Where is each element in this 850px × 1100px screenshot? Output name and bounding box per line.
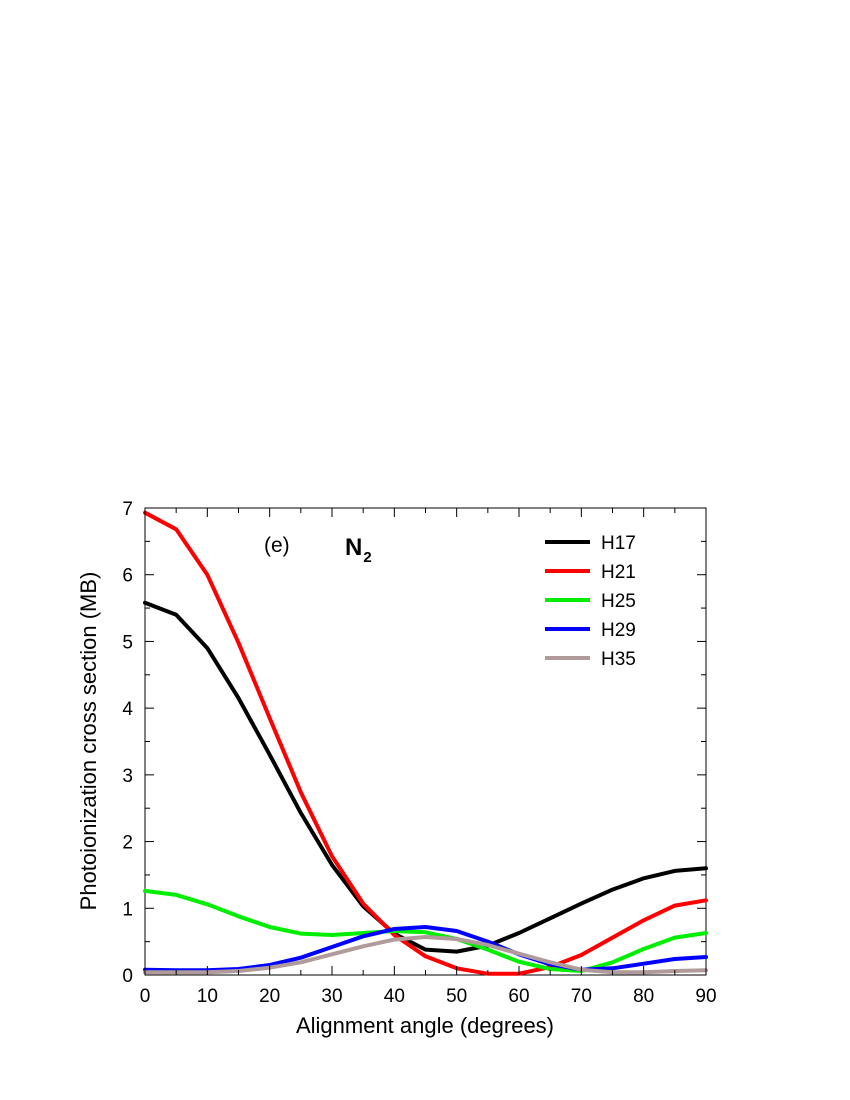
y-tick-label: 0 (122, 966, 133, 987)
x-tick-label: 70 (571, 986, 592, 1007)
legend-label-h17: H17 (601, 533, 636, 554)
x-tick-label: 60 (508, 986, 529, 1007)
legend-label-h21: H21 (601, 562, 636, 583)
panel-label: (e) (264, 534, 290, 557)
legend-label-h25: H25 (601, 591, 636, 612)
molecule-main: N (345, 534, 362, 561)
molecule-label: N2 (345, 534, 372, 566)
legend: H17 H21 H25 H29 H35 (545, 533, 636, 670)
x-tick-label: 80 (633, 986, 654, 1007)
y-tick-label: 3 (122, 766, 133, 787)
y-tick-label: 1 (122, 899, 133, 920)
axis-ticks (144, 507, 707, 976)
series-line-h17 (143, 600, 708, 954)
legend-label-h35: H35 (601, 649, 636, 670)
y-axis-title: Photoionization cross section (MB) (76, 572, 101, 911)
y-tick-label: 4 (122, 699, 133, 720)
y-tick-label: 7 (122, 499, 133, 520)
x-axis-title: Alignment angle (degrees) (296, 1013, 554, 1038)
series-line-h25 (143, 888, 708, 973)
x-tick-label: 30 (321, 986, 342, 1007)
legend-label-h29: H29 (601, 620, 636, 641)
x-tick-label: 40 (384, 986, 405, 1007)
x-tick-label: 50 (446, 986, 467, 1007)
molecule-subscript: 2 (363, 549, 371, 566)
y-tick-label: 5 (122, 632, 133, 653)
x-tick-label: 90 (695, 986, 716, 1007)
y-tick-label: 2 (122, 833, 133, 854)
x-tick-label: 10 (197, 986, 218, 1007)
series-line-h21 (143, 510, 708, 976)
tick-labels: 0 10 20 30 40 50 60 70 80 90 0 1 2 3 4 5 6 7 (122, 499, 716, 1007)
x-tick-label: 20 (259, 986, 280, 1007)
y-tick-label: 6 (122, 566, 133, 587)
x-tick-label: 0 (140, 986, 151, 1007)
